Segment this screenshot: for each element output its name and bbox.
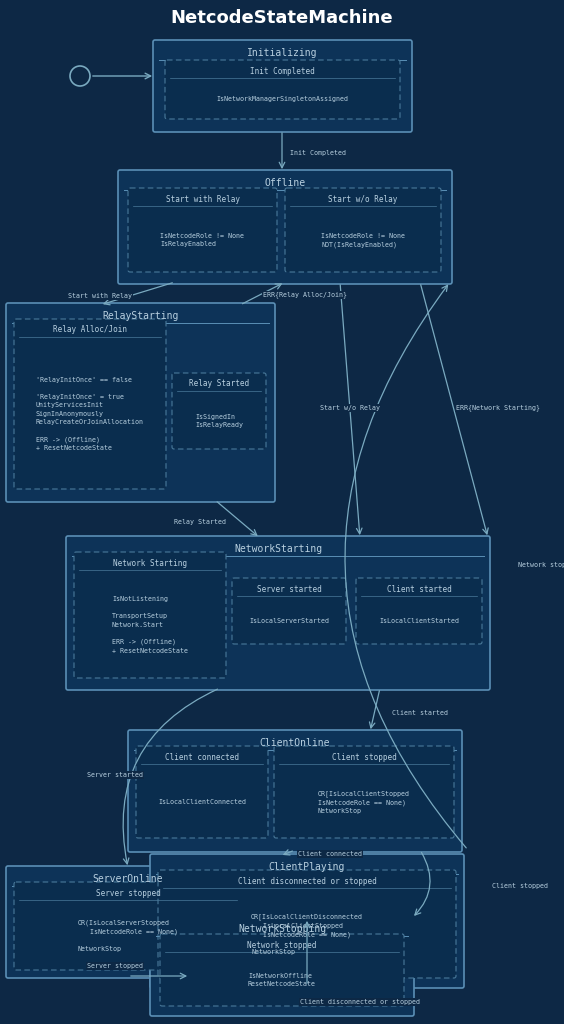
Text: Relay Started: Relay Started xyxy=(189,380,249,388)
FancyBboxPatch shape xyxy=(232,578,346,644)
FancyBboxPatch shape xyxy=(6,303,275,502)
Text: ERR{Relay Alloc/Join}: ERR{Relay Alloc/Join} xyxy=(263,292,347,298)
Text: Start with Relay: Start with Relay xyxy=(165,195,240,204)
Text: ERR{Network Starting}: ERR{Network Starting} xyxy=(456,404,540,412)
FancyBboxPatch shape xyxy=(274,746,454,838)
Text: Start with Relay: Start with Relay xyxy=(68,293,132,299)
Text: Client started: Client started xyxy=(387,585,451,594)
FancyBboxPatch shape xyxy=(66,536,490,690)
Text: 'RelayInitOnce' == false

'RelayInitOnce' = true
UnityServicesInit
SignInAnonymo: 'RelayInitOnce' == false 'RelayInitOnce'… xyxy=(36,377,144,452)
Text: Client connected: Client connected xyxy=(298,851,362,857)
Text: Client disconnected or stopped: Client disconnected or stopped xyxy=(300,999,420,1005)
Text: IsNetcodeRole != None
NOT(IsRelayEnabled): IsNetcodeRole != None NOT(IsRelayEnabled… xyxy=(321,232,405,248)
Text: Server stopped: Server stopped xyxy=(87,963,143,969)
FancyBboxPatch shape xyxy=(74,552,226,678)
Text: OR[IsLocalClientDisconnected
   IsLocalClientStopped
   IsNetcodeRole == None)

: OR[IsLocalClientDisconnected IsLocalClie… xyxy=(251,913,363,954)
FancyBboxPatch shape xyxy=(14,319,166,489)
Text: Client stopped: Client stopped xyxy=(492,883,548,889)
Text: Server started: Server started xyxy=(87,772,143,778)
Text: Client connected: Client connected xyxy=(165,753,239,762)
Text: IsNotListening

TransportSetup
Network.Start

ERR -> (Offline)
+ ResetNetcodeSta: IsNotListening TransportSetup Network.St… xyxy=(112,596,188,653)
Text: Offline: Offline xyxy=(265,178,306,188)
Text: Network stopped: Network stopped xyxy=(247,940,317,949)
Text: Client stopped: Client stopped xyxy=(332,753,396,762)
FancyBboxPatch shape xyxy=(165,60,400,119)
Text: Client disconnected or stopped: Client disconnected or stopped xyxy=(237,877,376,886)
Text: ClientOnline: ClientOnline xyxy=(260,738,331,748)
Text: NetworkStopping: NetworkStopping xyxy=(238,924,326,934)
Text: IsLocalServerStarted: IsLocalServerStarted xyxy=(249,618,329,624)
FancyBboxPatch shape xyxy=(153,40,412,132)
Text: Network Starting: Network Starting xyxy=(113,558,187,567)
Text: IsLocalClientConnected: IsLocalClientConnected xyxy=(158,799,246,805)
Text: ClientPlaying: ClientPlaying xyxy=(269,862,345,872)
FancyBboxPatch shape xyxy=(172,373,266,449)
Text: NetcodeStateMachine: NetcodeStateMachine xyxy=(171,9,393,27)
FancyBboxPatch shape xyxy=(6,866,250,978)
Text: IsNetcodeRole != None
IsRelayEnabled: IsNetcodeRole != None IsRelayEnabled xyxy=(161,232,245,247)
Text: Initializing: Initializing xyxy=(247,48,318,58)
Text: RelayStarting: RelayStarting xyxy=(102,311,179,321)
Text: Relay Started: Relay Started xyxy=(174,519,226,525)
Text: Init Completed: Init Completed xyxy=(290,150,346,156)
Text: Client started: Client started xyxy=(392,710,448,716)
Text: Relay Alloc/Join: Relay Alloc/Join xyxy=(53,326,127,335)
Text: IsNetworkManagerSingletonAssigned: IsNetworkManagerSingletonAssigned xyxy=(217,96,349,102)
Text: OR[IsLocalClientStopped
IsNetcodeRole == None)
NetworkStop: OR[IsLocalClientStopped IsNetcodeRole ==… xyxy=(318,790,410,814)
Text: Start w/o Relay: Start w/o Relay xyxy=(328,195,398,204)
Text: Server started: Server started xyxy=(257,585,321,594)
Text: NetworkStarting: NetworkStarting xyxy=(234,544,322,554)
FancyBboxPatch shape xyxy=(136,746,268,838)
FancyBboxPatch shape xyxy=(356,578,482,644)
FancyBboxPatch shape xyxy=(128,730,462,852)
Text: IsSignedIn
IsRelayReady: IsSignedIn IsRelayReady xyxy=(195,414,243,428)
FancyBboxPatch shape xyxy=(285,188,441,272)
Text: IsNetworkOffline
ResetNetcodeState: IsNetworkOffline ResetNetcodeState xyxy=(248,973,316,987)
Text: OR(IsLocalServerStopped
   IsNetcodeRole == None)

NetworkStop: OR(IsLocalServerStopped IsNetcodeRole ==… xyxy=(78,920,178,952)
Text: IsLocalClientStarted: IsLocalClientStarted xyxy=(379,618,459,624)
FancyBboxPatch shape xyxy=(150,854,464,988)
Text: Init Completed: Init Completed xyxy=(250,67,315,76)
FancyBboxPatch shape xyxy=(158,870,456,978)
Text: ServerOnline: ServerOnline xyxy=(92,874,163,884)
FancyBboxPatch shape xyxy=(160,934,404,1006)
FancyBboxPatch shape xyxy=(118,170,452,284)
FancyBboxPatch shape xyxy=(128,188,277,272)
FancyBboxPatch shape xyxy=(150,916,414,1016)
Text: Start w/o Relay: Start w/o Relay xyxy=(320,406,380,411)
FancyBboxPatch shape xyxy=(14,882,242,970)
Text: Network stopped: Network stopped xyxy=(518,562,564,568)
Text: Server stopped: Server stopped xyxy=(96,889,160,897)
